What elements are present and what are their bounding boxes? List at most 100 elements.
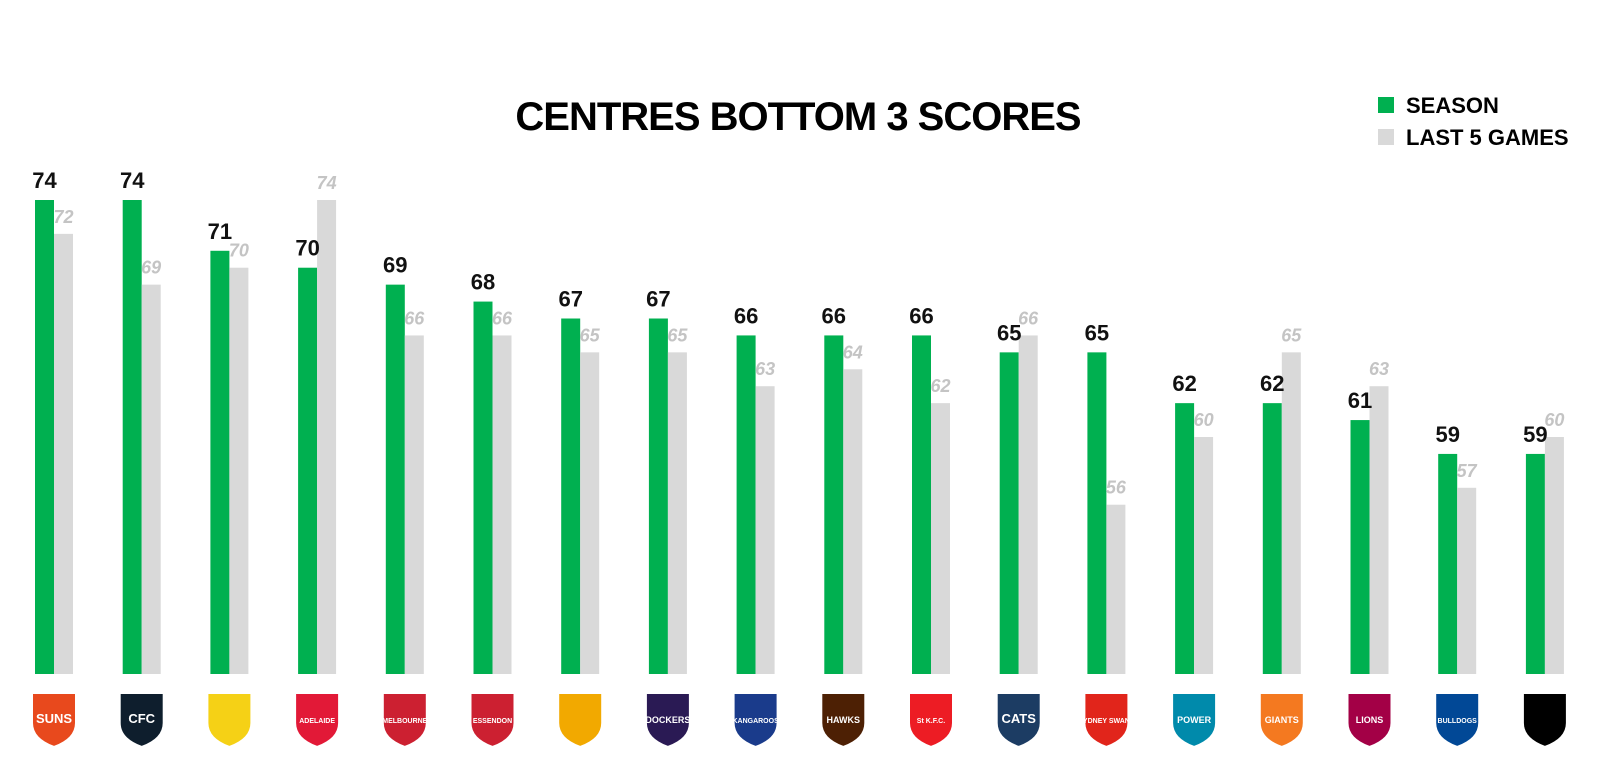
- logo-text: DOCKERS: [645, 715, 690, 725]
- bar-season: [824, 335, 844, 674]
- season-value-label: 59: [1523, 422, 1547, 447]
- legend-label-season: SEASON: [1406, 93, 1499, 118]
- season-value-label: 61: [1348, 388, 1372, 413]
- logo-shield: [381, 692, 428, 749]
- bar-season: [999, 352, 1019, 674]
- logo-shield: [469, 692, 516, 749]
- bar-season: [210, 250, 230, 675]
- bar-last-5-games: [229, 267, 249, 674]
- logo-shield: [1258, 692, 1305, 749]
- logo-text: St K.F.C.: [917, 718, 945, 725]
- logo-text: KANGAROOS: [732, 718, 779, 725]
- last-5-games-value-label: 56: [1106, 478, 1127, 498]
- season-value-label: 74: [120, 168, 145, 193]
- season-value-label: 66: [909, 303, 933, 328]
- last-5-games-value-label: 60: [1194, 410, 1214, 430]
- season-value-label: 74: [32, 168, 57, 193]
- logo-text: ESSENDON: [473, 718, 512, 725]
- logo-shield: [118, 692, 165, 749]
- season-value-label: 62: [1260, 371, 1284, 396]
- bar-season: [561, 318, 581, 674]
- last-5-games-value-label: 72: [53, 207, 73, 227]
- season-value-label: 65: [997, 320, 1021, 345]
- season-value-label: 59: [1435, 422, 1459, 447]
- bar-last-5-games: [580, 352, 600, 674]
- last-5-games-value-label: 62: [930, 376, 950, 396]
- last-5-games-value-label: 65: [667, 325, 688, 345]
- last-5-games-value-label: 64: [843, 342, 863, 362]
- adelaide-logo-icon: ADELAIDE: [294, 692, 341, 749]
- hawthorn-logo-icon: HAWKS: [820, 692, 867, 749]
- bar-season: [1350, 420, 1370, 674]
- logo-text: GIANTS: [1265, 715, 1299, 725]
- bar-last-5-games: [1281, 352, 1301, 674]
- melbourne-logo-icon: MELBOURNE: [381, 692, 428, 749]
- last-5-games-value-label: 70: [229, 241, 249, 261]
- logo-text: POWER: [1177, 715, 1212, 725]
- bar-season: [1175, 403, 1195, 674]
- bar-season: [1525, 453, 1545, 674]
- essendon-logo-icon: ESSENDON: [469, 692, 516, 749]
- bar-season: [35, 200, 54, 674]
- logo-shield: [31, 692, 77, 749]
- season-value-label: 70: [295, 236, 319, 261]
- season-value-label: 65: [1085, 320, 1109, 345]
- logo-shield: [206, 692, 253, 749]
- legend-swatch-last-5-games: [1378, 129, 1394, 145]
- season-value-label: 67: [646, 287, 670, 312]
- season-value-label: 66: [822, 303, 846, 328]
- bar-last-5-games: [54, 233, 73, 674]
- logo-shield: [1521, 692, 1568, 749]
- chart-title: CENTRES BOTTOM 3 SCORES: [515, 95, 1081, 139]
- bar-last-5-games: [141, 284, 161, 674]
- west-coast-logo-icon: [557, 692, 604, 749]
- last-5-games-value-label: 66: [1018, 308, 1039, 328]
- gws-logo-icon: GIANTS: [1258, 692, 1305, 749]
- logo-text: SYDNEY SWANS: [1078, 718, 1135, 725]
- season-value-label: 66: [734, 303, 758, 328]
- logo-shield: [1434, 692, 1481, 749]
- last-5-games-value-label: 69: [141, 258, 161, 278]
- logo-text: CATS: [1001, 711, 1036, 726]
- last-5-games-value-label: 60: [1544, 410, 1564, 430]
- logo-shield: [1346, 692, 1393, 749]
- bar-last-5-games: [1018, 335, 1038, 674]
- geelong-logo-icon: CATS: [995, 692, 1042, 749]
- logo-shield: [908, 692, 954, 749]
- bulldogs-logo-icon: BULLDOGS: [1434, 692, 1481, 749]
- bar-season: [912, 335, 931, 674]
- logo-shield: [1171, 692, 1218, 749]
- logo-text: ADELAIDE: [299, 718, 335, 725]
- legend: SEASON LAST 5 GAMES: [1378, 93, 1569, 150]
- bar-last-5-games: [1194, 437, 1214, 674]
- season-value-label: 67: [558, 287, 582, 312]
- logo-shield: [820, 692, 867, 749]
- collingwood-logo-icon: [1521, 692, 1568, 749]
- sydney-logo-icon: SYDNEY SWANS: [1078, 692, 1135, 749]
- carlton-logo-icon: CFC: [118, 692, 165, 749]
- bars-group: [35, 200, 1564, 675]
- last-5-games-value-label: 66: [404, 308, 425, 328]
- team-logos-group: SUNS CFC ADELAIDE MELBOURNE ESSENDON DOCKERS K…: [31, 692, 1568, 749]
- last-5-games-value-label: 65: [1281, 325, 1302, 345]
- logo-text: HAWKS: [827, 715, 861, 725]
- bar-season: [736, 335, 756, 674]
- bar-last-5-games: [1369, 386, 1389, 674]
- bar-last-5-games: [317, 200, 337, 674]
- logo-shield: [732, 692, 779, 749]
- bar-last-5-games: [1106, 504, 1126, 674]
- bar-season: [1262, 403, 1282, 674]
- bar-last-5-games: [404, 335, 424, 674]
- bar-last-5-games: [1457, 487, 1477, 674]
- bar-season: [122, 200, 142, 674]
- bar-last-5-games: [667, 352, 687, 674]
- logo-shield: [557, 692, 604, 749]
- logo-text: CFC: [128, 711, 155, 726]
- logo-text: MELBOURNE: [382, 718, 427, 725]
- st-kilda-logo-icon: St K.F.C.: [908, 692, 954, 749]
- logo-text: SUNS: [36, 711, 72, 726]
- legend-swatch-season: [1378, 97, 1394, 113]
- richmond-logo-icon: [206, 692, 253, 749]
